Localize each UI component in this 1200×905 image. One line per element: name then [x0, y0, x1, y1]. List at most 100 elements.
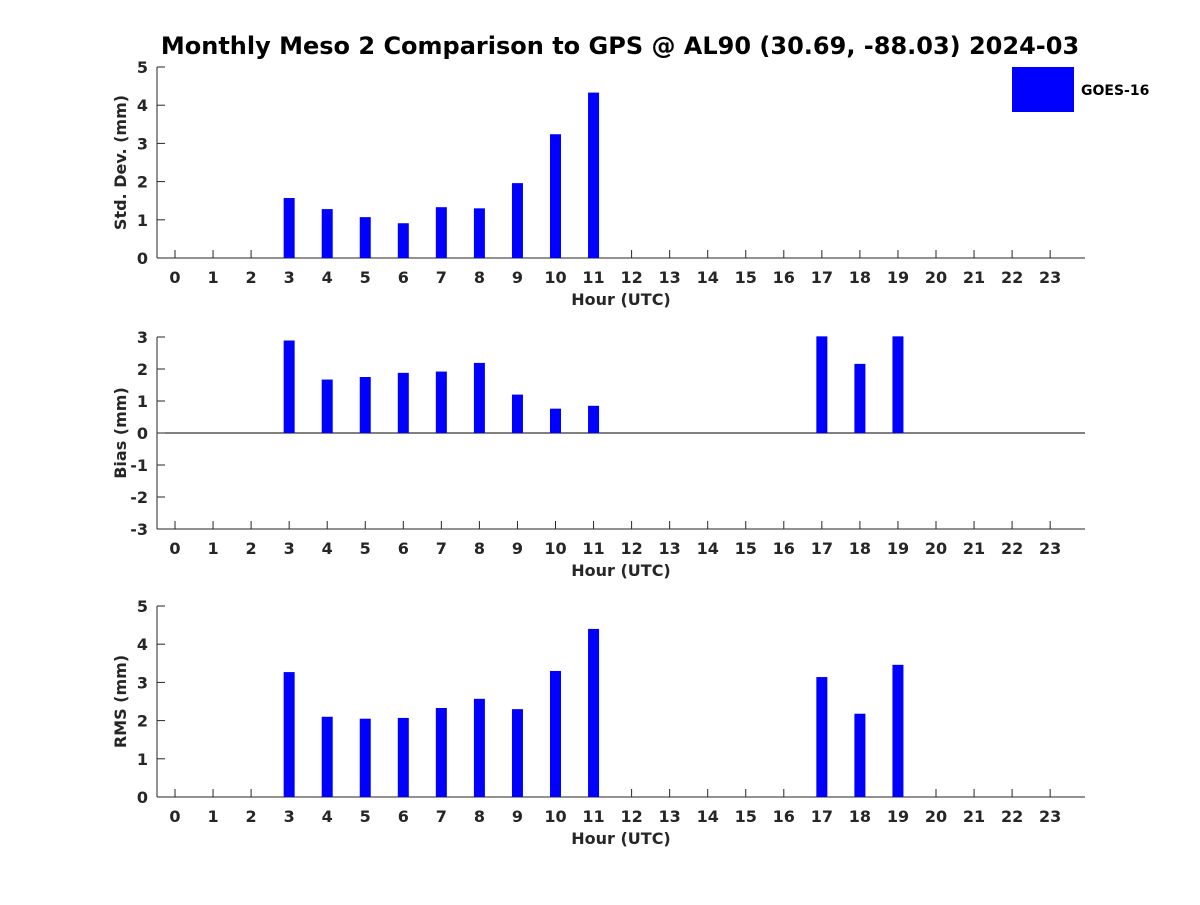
panel-rms-x-tick-label: 20 [925, 807, 947, 826]
panel-rms-bar-hour-6 [397, 717, 409, 797]
panel-rms-x-tick-label: 4 [322, 807, 333, 826]
panel-rms-x-tick-label: 8 [474, 807, 485, 826]
panel-bias-y-tick-label: 1 [137, 392, 148, 411]
panel-bias-bar-hour-8 [473, 362, 485, 433]
panel-std-x-tick-label: 18 [849, 268, 871, 287]
panel-rms-x-tick-label: 23 [1039, 807, 1061, 826]
panel-bias-x-tick-label: 12 [620, 539, 642, 558]
panel-rms-x-tick-label: 15 [735, 807, 757, 826]
panel-bias-x-tick-label: 7 [436, 539, 447, 558]
panel-rms-bar-hour-11 [588, 628, 600, 797]
panel-std-bar-hour-9 [511, 183, 523, 258]
panel-std-bar-hour-11 [588, 92, 600, 259]
panel-std-bar-hour-3 [283, 198, 295, 258]
panel-rms-x-tick-label: 21 [963, 807, 985, 826]
panel-std-x-tick-label: 7 [436, 268, 447, 287]
panel-rms-bar-hour-10 [550, 670, 561, 797]
panel-rms-x-tick-label: 7 [436, 807, 447, 826]
panel-rms-bar-hour-7 [435, 707, 447, 797]
panel-rms-y-tick-label: 5 [137, 597, 148, 616]
panel-std-y-tick-label: 4 [137, 96, 148, 115]
panel-bias-x-tick-label: 23 [1039, 539, 1061, 558]
panel-rms-bar-hour-3 [283, 672, 295, 797]
panel-std-x-tick-label: 13 [659, 268, 681, 287]
panel-rms-bar-hour-9 [511, 709, 523, 797]
panel-rms-y-tick-label: 3 [137, 673, 148, 692]
panel-bias-bar-hour-5 [359, 377, 371, 433]
panel-std-x-tick-label: 2 [246, 268, 257, 287]
panel-rms-y-tick-label: 2 [137, 712, 148, 731]
panel-std-x-tick-label: 17 [811, 268, 833, 287]
panel-bias-x-axis-label: Hour (UTC) [571, 561, 671, 580]
panel-rms-x-tick-label: 16 [773, 807, 795, 826]
panel-std-x-tick-label: 6 [398, 268, 409, 287]
panel-rms-bar-hour-4 [321, 716, 333, 797]
panel-bias-y-tick-label: 3 [137, 328, 148, 347]
panel-bias-x-tick-label: 11 [582, 539, 604, 558]
panel-std-x-tick-label: 19 [887, 268, 909, 287]
panel-std-x-tick-label: 20 [925, 268, 947, 287]
panel-std-y-tick-label: 5 [137, 58, 148, 77]
panel-rms-x-tick-label: 12 [620, 807, 642, 826]
panel-rms-x-tick-label: 14 [697, 807, 719, 826]
panel-rms-x-axis-label: Hour (UTC) [571, 829, 671, 848]
panel-std-x-tick-label: 1 [207, 268, 218, 287]
panel-rms-x-tick-label: 17 [811, 807, 833, 826]
panel-bias-x-tick-label: 13 [659, 539, 681, 558]
panel-bias-x-tick-label: 18 [849, 539, 871, 558]
panel-bias-x-tick-label: 1 [207, 539, 218, 558]
panel-rms-bar-hour-19 [892, 664, 904, 797]
panel-bias-x-tick-label: 2 [246, 539, 257, 558]
panel-rms-y-tick-label: 4 [137, 635, 148, 654]
panel-bias-x-tick-label: 22 [1001, 539, 1023, 558]
panel-std-x-tick-label: 15 [735, 268, 757, 287]
panel-bias-bar-hour-4 [321, 379, 333, 433]
legend-swatch-goes-16 [1012, 67, 1074, 112]
panel-std-x-tick-label: 16 [773, 268, 795, 287]
panel-bias-x-tick-label: 4 [322, 539, 333, 558]
panel-bias-x-tick-label: 3 [284, 539, 295, 558]
panel-std-bar-hour-10 [550, 134, 561, 258]
panel-rms-x-tick-label: 5 [360, 807, 371, 826]
panel-std-bar-hour-8 [473, 208, 485, 258]
panel-bias-y-tick-label: 0 [137, 424, 148, 443]
panel-std-y-tick-label: 0 [137, 249, 148, 268]
panel-rms-x-tick-label: 19 [887, 807, 909, 826]
panel-bias-bar-hour-19 [892, 336, 904, 433]
panel-rms-x-tick-label: 9 [512, 807, 523, 826]
panel-std-y-axis-label: Std. Dev. (mm) [111, 95, 130, 230]
panel-std-y-tick-label: 3 [137, 134, 148, 153]
panel-bias-x-tick-label: 20 [925, 539, 947, 558]
panel-rms-bar-hour-18 [854, 713, 866, 797]
panel-bias-x-tick-label: 5 [360, 539, 371, 558]
panel-bias-y-tick-label: -1 [130, 456, 148, 475]
panel-rms-bar-hour-17 [816, 677, 828, 797]
panel-bias-y-tick-label: -2 [130, 488, 148, 507]
panel-rms-x-tick-label: 11 [582, 807, 604, 826]
panel-bias-bar-hour-9 [511, 394, 523, 433]
panel-bias-bar-hour-18 [854, 363, 866, 433]
panel-std-bar-hour-6 [397, 223, 409, 258]
panel-std-x-tick-label: 12 [620, 268, 642, 287]
panel-std-x-tick-label: 21 [963, 268, 985, 287]
panel-rms-x-tick-label: 6 [398, 807, 409, 826]
panel-bias-x-tick-label: 14 [697, 539, 719, 558]
panel-bias-bar-hour-17 [816, 336, 828, 433]
panel-std-x-tick-label: 14 [697, 268, 719, 287]
panel-std-x-axis-label: Hour (UTC) [571, 290, 671, 309]
panel-bias-x-tick-label: 10 [544, 539, 566, 558]
chart-title: Monthly Meso 2 Comparison to GPS @ AL90 … [161, 32, 1079, 60]
panel-rms-y-tick-label: 1 [137, 750, 148, 769]
panel-std-x-tick-label: 4 [322, 268, 333, 287]
panel-bias-y-tick-label: -3 [130, 520, 148, 539]
panel-bias-bar-hour-11 [588, 405, 600, 433]
panel-std-y-tick-label: 2 [137, 173, 148, 192]
panel-bias-bar-hour-7 [435, 371, 447, 433]
panel-std-x-tick-label: 3 [284, 268, 295, 287]
panel-std-x-tick-label: 23 [1039, 268, 1061, 287]
